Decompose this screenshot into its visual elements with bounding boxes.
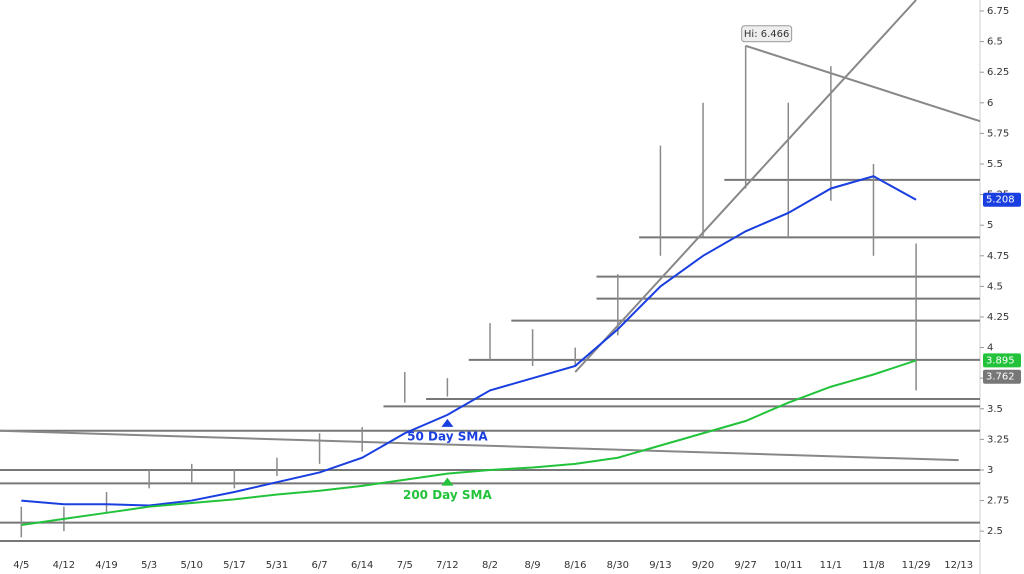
x-tick-label: 4/12	[53, 560, 75, 571]
y-tick-label: 4.25	[987, 312, 1009, 323]
x-tick-label: 5/3	[141, 560, 157, 571]
y-tick-label: 6	[987, 98, 993, 109]
x-tick-label: 9/27	[734, 560, 756, 571]
y-tick-label: 5.5	[987, 159, 1003, 170]
y-tick-label: 3.5	[987, 404, 1003, 415]
y-tick-label: 4.5	[987, 281, 1003, 292]
y-tick-label: 2.5	[987, 526, 1003, 537]
value-tag	[983, 353, 1021, 368]
x-tick-label: 6/14	[351, 560, 373, 571]
sma-marker	[441, 477, 454, 486]
x-tick-label: 5/31	[266, 560, 288, 571]
sma-marker	[441, 418, 454, 427]
x-tick-label: 9/20	[692, 560, 714, 571]
y-tick-label: 2.75	[987, 496, 1009, 507]
value-tag-label: 3.895	[986, 355, 1015, 366]
x-tick-label: 10/11	[774, 560, 803, 571]
sma-label: 200 Day SMA	[403, 488, 493, 502]
x-tick-label: 8/9	[525, 560, 541, 571]
y-tick-label: 5	[987, 220, 993, 231]
x-tick-label: 8/30	[607, 560, 629, 571]
value-tag-label: 5.208	[986, 195, 1015, 206]
sma-label: 50 Day SMA	[407, 429, 488, 443]
y-tick-label: 6.75	[987, 6, 1009, 17]
y-tick-label: 3.25	[987, 434, 1009, 445]
x-tick-label: 8/16	[564, 560, 586, 571]
hi-box	[741, 25, 793, 43]
trendline	[0, 429, 959, 462]
x-tick-label: 8/2	[482, 560, 498, 571]
x-tick-label: 7/5	[397, 560, 413, 571]
x-tick-label: 11/1	[820, 560, 842, 571]
y-tick-label: 5.75	[987, 128, 1009, 139]
price-tag	[983, 369, 1021, 384]
x-tick-label: 12/13	[944, 560, 973, 571]
sma-line	[21, 175, 917, 507]
price-tag-label: 3.762	[986, 372, 1015, 383]
x-tick-label: 7/12	[436, 560, 458, 571]
y-tick-label: 6.5	[987, 37, 1003, 48]
y-tick-label: 6.25	[987, 67, 1009, 78]
x-tick-label: 11/8	[862, 560, 884, 571]
x-tick-label: 11/29	[902, 560, 931, 571]
trendline	[745, 44, 981, 123]
x-tick-label: 6/7	[312, 560, 328, 571]
y-tick-label: 4.75	[987, 251, 1009, 262]
x-tick-label: 5/10	[181, 560, 203, 571]
value-tag	[983, 192, 1021, 207]
y-tick-label: 4	[987, 343, 993, 354]
x-tick-label: 4/19	[95, 560, 117, 571]
x-tick-label: 5/17	[223, 560, 245, 571]
y-tick-label: 3	[987, 465, 993, 476]
x-tick-label: 9/13	[649, 560, 671, 571]
x-tick-label: 4/5	[13, 560, 29, 571]
hi-label: Hi: 6.466	[744, 29, 789, 40]
sma-line	[21, 359, 917, 527]
